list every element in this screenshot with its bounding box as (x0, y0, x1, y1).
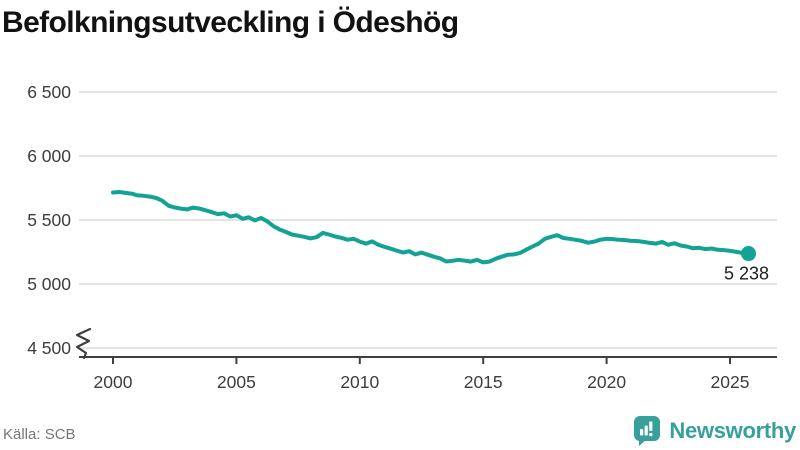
x-axis-tick-label: 2015 (464, 372, 503, 392)
x-axis-tick-label: 2000 (94, 372, 133, 392)
x-axis-tick-label: 2005 (217, 372, 256, 392)
y-axis-tick-label: 4 500 (27, 338, 71, 358)
page-title: Befolkningsutveckling i Ödeshög (2, 6, 459, 39)
last-value-label: 5 238 (724, 264, 769, 284)
population-series-line (111, 190, 751, 265)
y-axis-tick-label: 6 000 (27, 146, 71, 166)
y-axis-tick-label: 6 500 (27, 82, 71, 102)
x-axis-tick-label: 2010 (340, 372, 379, 392)
source-label: Källa: SCB (3, 426, 76, 443)
newsworthy-wordmark: Newsworthy (669, 417, 796, 443)
y-axis-tick-label: 5 000 (27, 274, 71, 294)
last-value-dot (741, 246, 757, 262)
x-axis-tick-label: 2020 (587, 372, 626, 392)
newsworthy-speech-bubble-barchart-icon (634, 416, 661, 446)
y-axis-tick-label: 5 500 (27, 210, 71, 230)
x-axis-tick-label: 2025 (711, 372, 750, 392)
newsworthy-logo[interactable]: Newsworthy (633, 415, 796, 446)
y-axis-break-icon (75, 327, 92, 360)
